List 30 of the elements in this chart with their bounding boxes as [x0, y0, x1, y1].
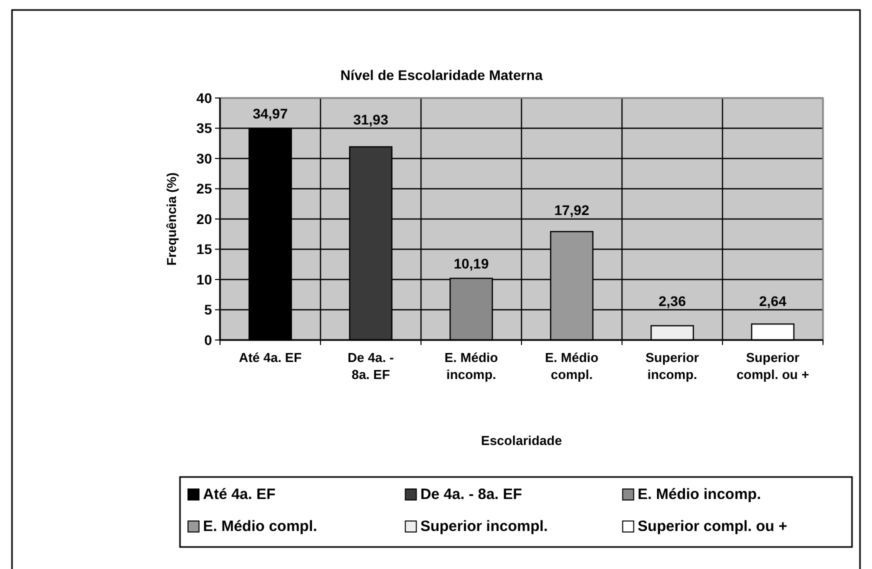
legend-label: E. Médio incomp.: [638, 486, 762, 503]
legend-label: Até 4a. EF: [203, 486, 276, 503]
x-tick-label: Superior incomp.: [646, 350, 699, 382]
legend-label: De 4a. - 8a. EF: [420, 486, 522, 503]
chart-title: Nível de Escolaridade Materna: [340, 67, 543, 83]
data-label: 34,97: [252, 105, 288, 122]
x-axis-title: Escolaridade: [481, 433, 562, 448]
x-tick-label: De 4a. - 8a. EF: [348, 350, 394, 382]
data-label: 31,93: [353, 111, 388, 128]
y-tick-label: 25: [196, 180, 212, 197]
data-label: 2,36: [658, 292, 686, 309]
x-tick-label: E. Médio compl.: [545, 350, 599, 382]
y-tick-label: 35: [196, 120, 212, 136]
data-label: 17,92: [554, 202, 590, 218]
legend-label: Superior incompl.: [420, 518, 548, 535]
x-tick-label: Superior compl. ou +: [736, 350, 810, 382]
x-tick-label: Até 4a. EF: [238, 350, 302, 365]
y-tick-label: 30: [196, 150, 212, 166]
y-tick-label: 5: [204, 302, 212, 318]
y-tick-label: 10: [196, 271, 212, 288]
data-label: 10,19: [454, 255, 489, 272]
y-tick-label: 0: [204, 332, 212, 348]
x-tick-label: E. Médio incomp.: [444, 350, 498, 382]
legend-label: E. Médio compl.: [203, 518, 318, 535]
y-axis-title: Frequência (%): [164, 172, 179, 266]
data-label: 2,64: [759, 292, 787, 309]
y-tick-label: 40: [196, 90, 212, 106]
legend-label: Superior compl. ou +: [638, 518, 788, 535]
y-tick-label: 15: [196, 241, 212, 258]
y-tick-label: 20: [196, 210, 212, 227]
